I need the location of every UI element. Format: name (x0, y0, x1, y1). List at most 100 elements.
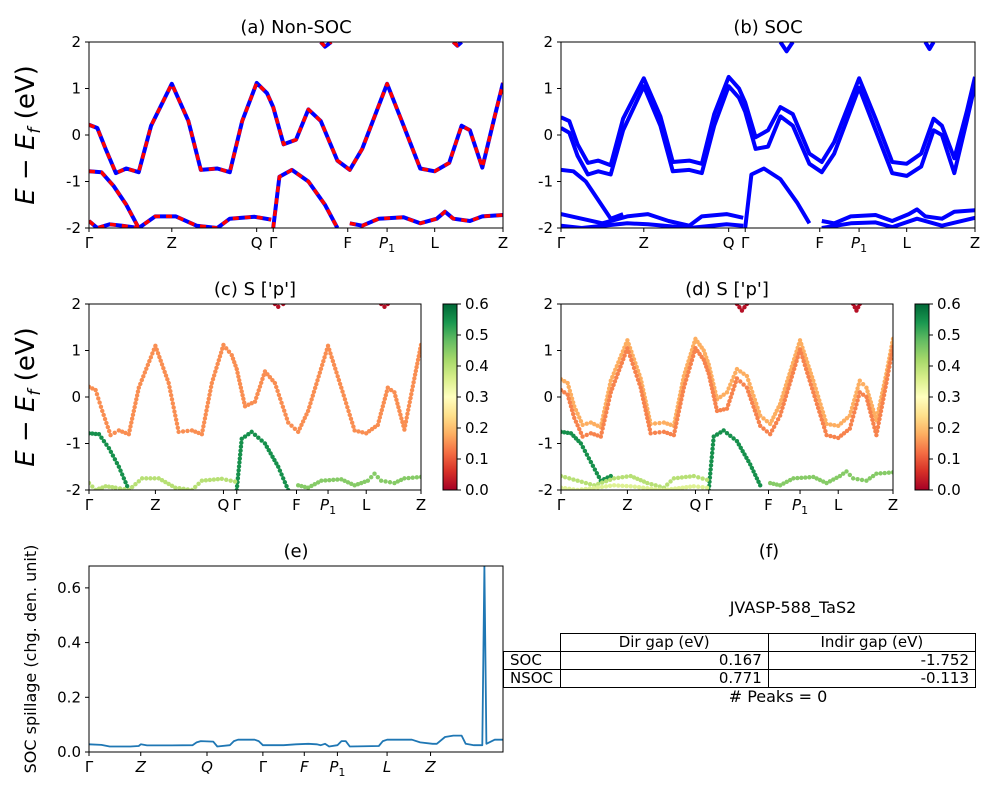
band-point (756, 409, 762, 414)
band-point (349, 420, 355, 425)
band-point (331, 362, 337, 368)
x-tick-label: Γ (85, 758, 94, 776)
band-point (878, 412, 883, 418)
band-point (398, 412, 403, 417)
band-point (577, 426, 582, 432)
band-point (153, 343, 158, 349)
band-point (238, 385, 244, 390)
band-point (237, 378, 242, 383)
band-point (588, 459, 594, 465)
band-point (805, 370, 810, 376)
band-point (638, 478, 643, 483)
band-point (744, 373, 750, 379)
band-point (567, 486, 572, 490)
band-point (372, 471, 377, 476)
band-point (408, 395, 413, 401)
band-point (319, 362, 325, 368)
band-point (711, 393, 716, 399)
band-point (378, 411, 384, 416)
x-tick-label: P1 (329, 758, 345, 779)
band-point (233, 363, 238, 368)
band-point (257, 384, 263, 389)
band-point (847, 426, 853, 431)
y-tick-label: 0.6 (57, 579, 81, 597)
band-point (144, 366, 149, 371)
band-point (323, 478, 328, 483)
band-point (737, 305, 742, 310)
band-point (616, 483, 621, 488)
band-point (133, 481, 138, 487)
plot-area-c (89, 304, 421, 490)
band-point (382, 304, 387, 309)
band-point (112, 430, 117, 436)
plot-area-a (89, 42, 503, 228)
band-point (580, 434, 585, 439)
band-point (721, 428, 726, 433)
band-point (237, 456, 243, 461)
band-point (811, 474, 816, 480)
band-point (742, 452, 747, 457)
band-point (854, 308, 859, 313)
band-point (255, 391, 260, 397)
band-point (789, 374, 795, 379)
band-point (714, 405, 719, 410)
band-point (779, 409, 784, 414)
band-point (850, 476, 856, 481)
colorbar-tick-label: 0.0 (937, 481, 961, 499)
x-tick-label: Z (150, 496, 160, 514)
y-tick-label: -1 (66, 173, 81, 191)
x-tick-label: Z (135, 758, 147, 776)
series-line (561, 221, 744, 228)
band-point (857, 304, 862, 307)
band-point (797, 338, 803, 343)
x-tick-label: Z (622, 496, 632, 514)
x-tick-label: F (292, 496, 301, 514)
band-point (595, 481, 601, 487)
band-point (784, 379, 790, 384)
band-point (403, 419, 409, 424)
band-point (828, 422, 833, 427)
band-point (718, 430, 723, 435)
band-point (381, 400, 387, 405)
band-point (616, 475, 621, 480)
band-point (105, 424, 111, 430)
series-line (271, 167, 340, 228)
panel-title: (c) S ['p'] (214, 279, 296, 300)
band-point (349, 481, 354, 487)
y-tick-label: 0 (71, 126, 81, 144)
band-point (653, 483, 658, 488)
x-tick-label: L (431, 234, 440, 252)
x-tick-label: Q (723, 234, 735, 252)
band-point (714, 408, 720, 414)
band-point (90, 386, 95, 391)
table-cell-indir: -1.752 (767, 651, 977, 670)
band-point (283, 412, 288, 417)
band-point (142, 370, 148, 375)
band-point (329, 355, 334, 360)
band-point (193, 484, 198, 490)
band-point (779, 398, 784, 403)
band-point (312, 481, 317, 487)
band-point (637, 381, 642, 386)
colorbar-tick-label: 0.5 (465, 326, 489, 344)
band-point (168, 388, 173, 394)
band-point (578, 441, 584, 446)
band-point (680, 485, 685, 490)
band-point (870, 473, 876, 479)
band-point (838, 421, 844, 426)
band-point (608, 378, 613, 383)
band-point (627, 353, 633, 359)
band-point (346, 408, 351, 414)
series-line (89, 214, 272, 228)
band-point (635, 476, 640, 482)
x-tick-label: Q (251, 234, 263, 252)
band-point (645, 415, 650, 421)
band-point (596, 474, 602, 480)
band-point (375, 475, 381, 480)
y-tick-label: -1 (66, 435, 81, 453)
x-tick-label: Z (424, 758, 436, 776)
band-point (847, 413, 853, 418)
band-point (602, 418, 607, 423)
band-point (595, 423, 600, 428)
band-point (674, 421, 679, 426)
